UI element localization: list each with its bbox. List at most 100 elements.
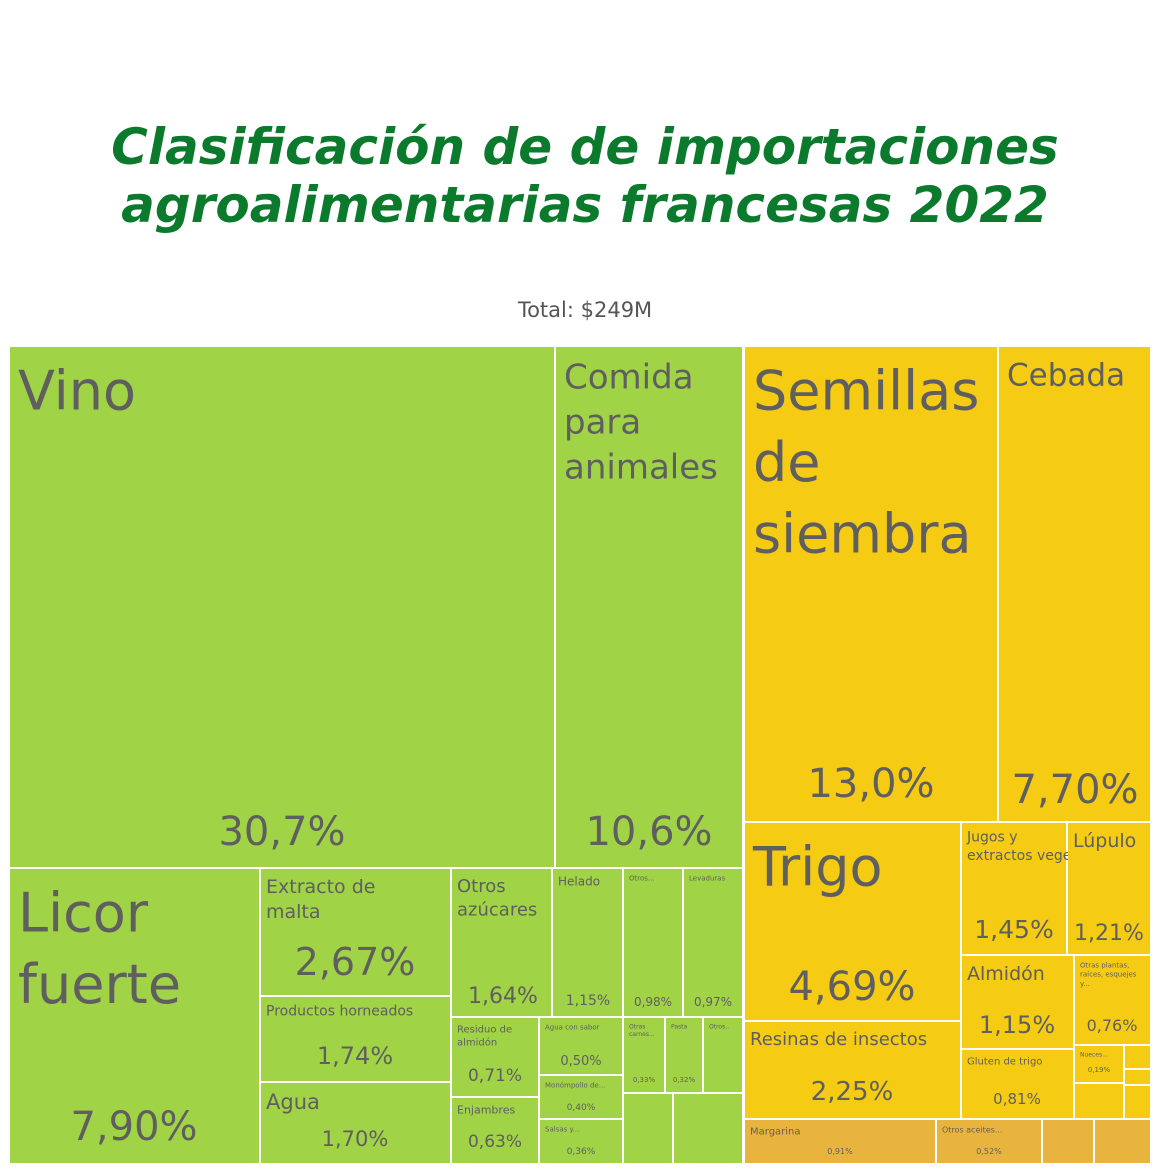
tile-label-trigo: Trigo (752, 836, 883, 899)
tile-value-jugos-y-extractos-vegetales: 1,45% (974, 915, 1053, 944)
tile-value-enjambres: 0,63% (468, 1132, 522, 1152)
tile-label-semillas-de-siembra: de (753, 431, 821, 494)
tile-label-agua: Agua (266, 1090, 320, 1114)
tile-otros-azucares[interactable] (452, 869, 551, 1016)
tile-value-residuo-de-almidon: 0,71% (468, 1066, 522, 1086)
tile-label-comida-para-animales: animales (564, 447, 718, 487)
tile-value-comida-para-animales: 10,6% (585, 809, 712, 855)
tile-value-margarina: 0,91% (827, 1147, 853, 1156)
tile-value-nueces: 0,19% (1088, 1066, 1111, 1074)
tile-label-almidon: Almidón (967, 963, 1045, 985)
tile-cebada[interactable] (999, 347, 1150, 821)
tile-label-resinas-de-insectos: Resinas de insectos (750, 1029, 927, 1050)
tile-label-otros: Otros.. (709, 1023, 729, 1030)
tile-label-nueces: Nueces... (1080, 1051, 1108, 1058)
tile-minor-7[interactable] (1095, 1120, 1150, 1163)
tile-nueces[interactable] (1075, 1046, 1123, 1082)
tile-value-licor-fuerte: 7,90% (70, 1104, 197, 1150)
tile-jugos-y-extractos-vegetales[interactable] (962, 823, 1066, 954)
tile-value-lupulo: 1,21% (1074, 921, 1144, 946)
tile-minor-0[interactable] (624, 1094, 672, 1163)
tile-label-residuo-de-almidon: almidón (457, 1037, 497, 1049)
tile-label-agua-con-sabor: Agua con sabor (545, 1023, 600, 1031)
tile-productos-horneados[interactable] (261, 997, 450, 1081)
tile-agua[interactable] (261, 1083, 450, 1163)
tile-value-agua: 1,70% (322, 1127, 389, 1151)
tile-resinas-de-insectos[interactable] (745, 1022, 960, 1118)
chart-total: Total: $249M (517, 298, 653, 322)
tile-otras-carnes[interactable] (624, 1018, 664, 1092)
tile-agua-con-sabor[interactable] (540, 1018, 622, 1074)
tile-lupulo[interactable] (1068, 823, 1150, 954)
tile-value-salsas-y: 0,36% (567, 1147, 596, 1157)
tile-label-lupulo: Lúpulo (1073, 830, 1136, 852)
tile-value-otros-aceites: 0,52% (976, 1147, 1002, 1156)
tile-label-licor-fuerte: Licor (18, 882, 149, 945)
tile-value-trigo: 4,69% (788, 964, 915, 1010)
tile-minor-3[interactable] (1125, 1070, 1150, 1084)
tile-residuo-de-almidon[interactable] (452, 1018, 538, 1096)
tile-value-levaduras: 0,97% (694, 995, 732, 1009)
tile-extracto-de-malta[interactable] (261, 869, 450, 995)
tile-gluten-de-trigo[interactable] (962, 1050, 1073, 1118)
tile-value-pasta: 0,32% (673, 1076, 696, 1084)
tile-label-semillas-de-siembra: siembra (753, 502, 972, 565)
tile-label-otras-plantas-raices-esquejes-y: raíces, esquejes (1080, 971, 1137, 979)
tile-value-almidon: 1,15% (979, 1011, 1055, 1039)
tile-value-otras-plantas-raices-esquejes-y: 0,76% (1087, 1016, 1138, 1035)
tile-otras-plantas-raices-esquejes-y[interactable] (1075, 956, 1150, 1044)
tile-label-levaduras: Levaduras (689, 874, 726, 882)
tile-minor-2[interactable] (1125, 1046, 1150, 1068)
tile-label-otras-carnes: Otras (629, 1023, 645, 1030)
tile-label-otros-azucares: Otros (457, 876, 506, 897)
tile-label-licor-fuerte: fuerte (18, 953, 181, 1016)
tile-margarina[interactable] (745, 1120, 935, 1163)
tile-monompollo-de[interactable] (540, 1076, 622, 1118)
tile-comida-para-animales[interactable] (556, 347, 742, 867)
tile-label-otros: Otros... (629, 874, 655, 882)
tile-label-salsas-y: Salsas y... (545, 1125, 579, 1133)
tile-value-monompollo-de: 0,40% (567, 1103, 596, 1113)
tile-value-productos-horneados: 1,74% (317, 1042, 393, 1070)
tile-value-semillas-de-siembra: 13,0% (807, 761, 934, 807)
tile-minor-6[interactable] (1043, 1120, 1093, 1163)
tile-label-otras-plantas-raices-esquejes-y: y... (1080, 980, 1090, 988)
tile-label-comida-para-animales: para (564, 403, 641, 443)
chart-title: Clasificación de de importaciones agroal… (111, 118, 1059, 234)
tile-label-semillas-de-siembra: Semillas (753, 360, 979, 423)
tile-label-residuo-de-almidon: Residuo de (457, 1025, 512, 1036)
tile-helado[interactable] (553, 869, 622, 1016)
tile-label-vino: Vino (18, 360, 136, 423)
tile-label-otras-carnes: carnes... (629, 1031, 655, 1038)
tile-trigo[interactable] (745, 823, 960, 1020)
tile-value-agua-con-sabor: 0,50% (560, 1054, 601, 1069)
tile-almidon[interactable] (962, 956, 1073, 1048)
tile-value-gluten-de-trigo: 0,81% (993, 1090, 1041, 1108)
tile-levaduras[interactable] (684, 869, 742, 1016)
tile-minor-5[interactable] (1125, 1086, 1150, 1118)
tile-otros[interactable] (704, 1018, 742, 1092)
tile-label-margarina: Margarina (750, 1127, 801, 1138)
tile-value-extracto-de-malta: 2,67% (295, 940, 416, 984)
tile-label-jugos-y-extractos-vegetales: Jugos y (966, 830, 1017, 846)
tile-otros-aceites[interactable] (937, 1120, 1041, 1163)
tile-semillas-de-siembra[interactable] (745, 347, 997, 821)
tile-pasta[interactable] (666, 1018, 702, 1092)
tile-otros[interactable] (624, 869, 682, 1016)
tile-value-otros-azucares: 1,64% (468, 984, 538, 1009)
tile-label-monompollo-de: Monómpollo de... (545, 1081, 605, 1089)
tile-minor-4[interactable] (1075, 1084, 1123, 1118)
tile-minor-1[interactable] (674, 1094, 742, 1163)
tile-enjambres[interactable] (452, 1098, 538, 1163)
tile-label-productos-horneados: Productos horneados (266, 1004, 413, 1020)
tile-value-cebada: 7,70% (1011, 767, 1138, 813)
tile-label-extracto-de-malta: Extracto de (266, 876, 375, 898)
tile-licor-fuerte[interactable] (10, 869, 259, 1163)
tile-value-otros: 0,98% (634, 995, 672, 1009)
tile-vino[interactable] (10, 347, 554, 867)
tile-label-enjambres: Enjambres (457, 1104, 515, 1117)
tile-salsas-y[interactable] (540, 1120, 622, 1163)
tile-label-extracto-de-malta: malta (266, 901, 321, 923)
tile-label-helado: Helado (558, 875, 600, 889)
